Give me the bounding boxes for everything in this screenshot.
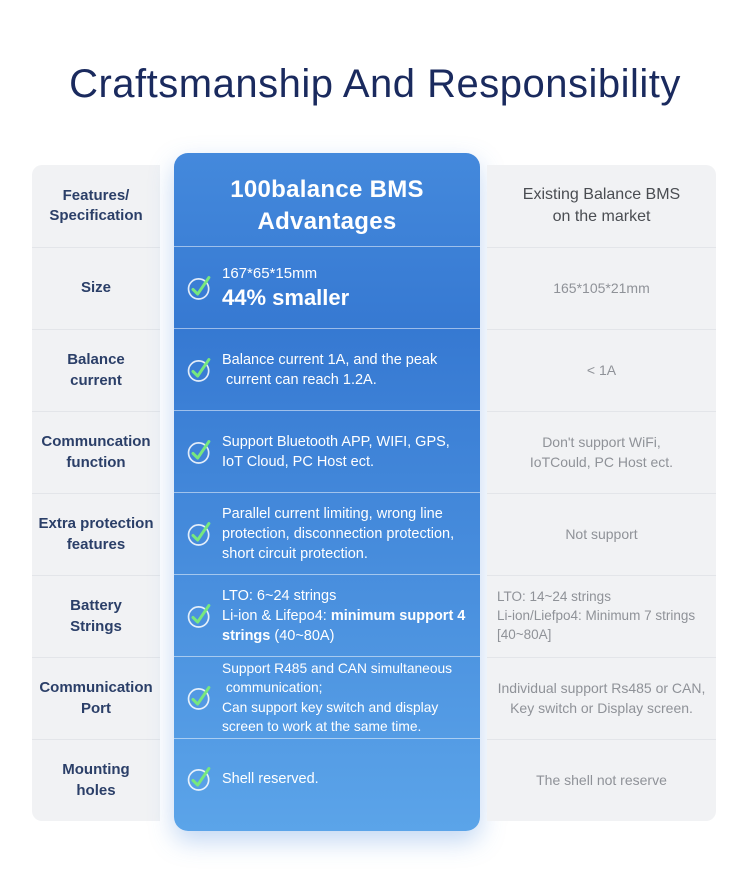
- existing-communcation-function: Don't support WiFi, IoTCould, PC Host ec…: [487, 411, 716, 493]
- existing-mounting-holes: The shell not reserve: [487, 739, 716, 821]
- page-title: Craftsmanship And Responsibility: [69, 62, 681, 106]
- existing-market-column: Existing Balance BMS on the market 165*1…: [487, 165, 716, 821]
- battery-strings-bold: minimum support 4 strings: [222, 607, 466, 644]
- check-circle-icon: [186, 520, 214, 548]
- existing-size: 165*105*21mm: [487, 247, 716, 329]
- check-circle-icon: [186, 356, 214, 384]
- check-circle-icon: [186, 602, 214, 630]
- battery-strings-prefix: LTO: 6~24 strings Li-ion & Lifepo4:: [222, 587, 337, 624]
- advantage-size-smaller: 44% smaller: [222, 284, 350, 310]
- advantage-text-extra-protection: Parallel current limiting, wrong line pr…: [222, 505, 455, 562]
- feature-label-communication-port: Communication Port: [32, 657, 160, 739]
- feature-label-extra-protection: Extra protection features: [32, 493, 160, 575]
- check-circle-icon: [186, 765, 214, 793]
- advantage-text-balance-current: Balance current 1A, and the peak current…: [222, 351, 438, 388]
- feature-label-mounting-holes: Mounting holes: [32, 739, 160, 821]
- advantage-row-battery-strings: LTO: 6~24 strings Li-ion & Lifepo4: mini…: [174, 574, 480, 656]
- advantage-row-balance-current: Balance current 1A, and the peak current…: [174, 328, 480, 410]
- advantage-text-mounting-holes: Shell reserved.: [222, 771, 319, 787]
- battery-strings-suffix: (40~80A): [270, 627, 335, 644]
- advantage-row-communication-port: Support R485 and CAN simultaneous commun…: [174, 656, 480, 738]
- check-circle-icon: [186, 274, 214, 302]
- features-column-header: Features/ Specification: [49, 186, 143, 224]
- advantage-row-communcation-function: Support Bluetooth APP, WIFI, GPS, IoT Cl…: [174, 410, 480, 492]
- advantage-row-size: 167*65*15mm 44% smaller: [174, 246, 480, 328]
- existing-balance-current: < 1A: [487, 329, 716, 411]
- feature-label-size: Size: [32, 247, 160, 329]
- advantages-column: 100balance BMS Advantages 167*65*15mm 44…: [174, 153, 480, 831]
- existing-extra-protection: Not support: [487, 493, 716, 575]
- advantage-text-communcation-function: Support Bluetooth APP, WIFI, GPS, IoT Cl…: [222, 433, 450, 470]
- advantages-column-header: 100balance BMS Advantages: [230, 175, 424, 235]
- advantage-size-dimensions: 167*65*15mm: [222, 265, 318, 282]
- advantage-text-size: 167*65*15mm 44% smaller: [222, 264, 349, 311]
- advantage-row-mounting-holes: Shell reserved.: [174, 738, 480, 819]
- feature-label-communcation-function: Communcation function: [32, 411, 160, 493]
- advantage-row-extra-protection: Parallel current limiting, wrong line pr…: [174, 492, 480, 574]
- existing-column-header: Existing Balance BMS on the market: [522, 186, 681, 225]
- features-column: Features/ Specification Size Balance cur…: [32, 165, 160, 821]
- check-circle-icon: [186, 684, 214, 712]
- existing-battery-strings: LTO: 14~24 strings Li-ion/Liefpo4: Minim…: [487, 575, 716, 657]
- feature-label-balance-current: Balance current: [32, 329, 160, 411]
- advantage-text-battery-strings: LTO: 6~24 strings Li-ion & Lifepo4: mini…: [222, 586, 468, 646]
- existing-communication-port: Individual support Rs485 or CAN, Key swi…: [487, 657, 716, 739]
- check-circle-icon: [186, 438, 214, 466]
- advantage-text-communication-port: Support R485 and CAN simultaneous commun…: [222, 661, 453, 734]
- feature-label-battery-strings: Battery Strings: [32, 575, 160, 657]
